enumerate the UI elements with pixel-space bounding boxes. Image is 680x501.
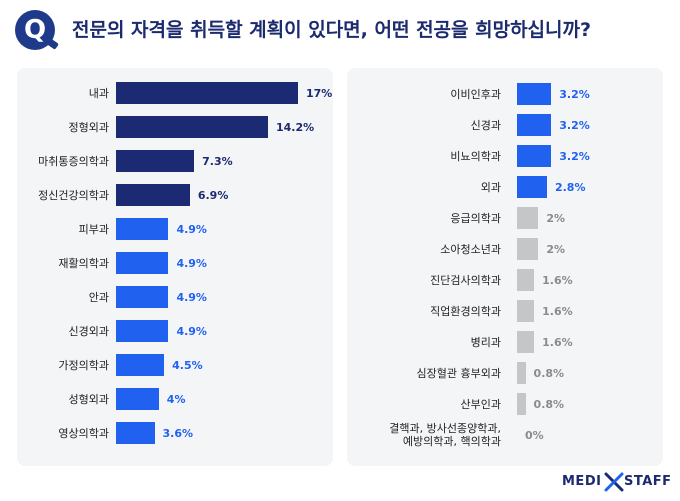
category-label: 병리과 bbox=[470, 335, 501, 349]
category-label: 비뇨의학과 bbox=[450, 149, 501, 163]
category-label: 가정의학과 bbox=[58, 358, 109, 372]
bar bbox=[517, 393, 526, 415]
value-label: 17% bbox=[305, 86, 333, 100]
bar bbox=[116, 422, 155, 444]
category-label: 직업환경의학과 bbox=[430, 304, 501, 318]
header: Q 전문의 자격을 취득할 계획이 있다면, 어떤 전공을 희망하십니까? bbox=[0, 0, 680, 60]
value-label: 7.3% bbox=[202, 154, 233, 168]
bar bbox=[517, 269, 535, 291]
medistaff-logo: MEDI STAFF bbox=[562, 472, 671, 494]
value-label: 4.5% bbox=[172, 358, 203, 372]
category-label: 심장혈관 흉부외과 bbox=[416, 366, 501, 380]
category-label: 신경외과 bbox=[68, 324, 109, 338]
category-label: 재활의학과 bbox=[58, 256, 109, 270]
bar bbox=[517, 331, 535, 353]
left-chart-panel: 내과 17% 정형외과 14.2% 마취통증의학과 7.3% 정신건강의학과 6.9% 피부과 4… bbox=[17, 68, 333, 466]
bar bbox=[116, 184, 190, 206]
category-label: 소아청소년과 bbox=[440, 242, 501, 256]
logo-text-medi: MEDI bbox=[562, 474, 602, 489]
question-title: 전문의 자격을 취득할 계획이 있다면, 어떤 전공을 희망하십니까? bbox=[72, 19, 592, 41]
bar bbox=[517, 300, 535, 322]
value-label: 0.8% bbox=[533, 397, 565, 411]
value-label: 4.9% bbox=[176, 222, 207, 236]
category-label: 산부인과 bbox=[460, 397, 501, 411]
question-badge-icon: Q bbox=[15, 10, 55, 50]
bar bbox=[116, 320, 169, 342]
logo-x-icon bbox=[604, 472, 624, 492]
value-label: 0.8% bbox=[533, 366, 565, 380]
value-label: 0% bbox=[525, 428, 544, 442]
value-label: 3.6% bbox=[162, 426, 194, 440]
value-label: 4.9% bbox=[176, 256, 207, 270]
category-label: 성형외과 bbox=[68, 392, 109, 406]
category-label: 정형외과 bbox=[68, 120, 109, 134]
category-label: 마취통증의학과 bbox=[38, 154, 109, 168]
category-label: 진단검사의학과 bbox=[430, 273, 501, 287]
category-label: 피부과 bbox=[78, 222, 109, 236]
value-label: 2% bbox=[546, 242, 566, 256]
bar bbox=[517, 207, 539, 229]
value-label: 3.2% bbox=[559, 87, 590, 101]
category-label: 영상의학과 bbox=[58, 426, 109, 440]
bar bbox=[116, 252, 169, 274]
bar bbox=[517, 114, 552, 136]
value-label: 4% bbox=[166, 392, 186, 406]
bar bbox=[517, 176, 547, 198]
logo-text-staff: STAFF bbox=[624, 474, 672, 489]
value-label: 3.2% bbox=[559, 118, 590, 132]
category-label: 응급의학과 bbox=[450, 211, 501, 225]
category-label: 정신건강의학과 bbox=[38, 188, 109, 202]
value-label: 4.9% bbox=[176, 290, 207, 304]
value-label: 2% bbox=[546, 211, 566, 225]
value-label: 1.6% bbox=[542, 273, 573, 287]
bar bbox=[116, 82, 298, 104]
bar bbox=[116, 286, 169, 308]
category-label: 결핵과, 방사선종양학과, 예방의학과, 핵의학과 bbox=[389, 422, 501, 448]
category-label: 외과 bbox=[480, 180, 501, 194]
bar bbox=[116, 116, 268, 138]
right-chart-panel: 이비인후과 3.2% 신경과 3.2% 비뇨의학과 3.2% 외과 2.8% 응급의학과 2% 소아… bbox=[347, 68, 663, 466]
bar bbox=[517, 362, 526, 384]
value-label: 2.8% bbox=[554, 180, 586, 194]
value-label: 1.6% bbox=[542, 304, 573, 318]
value-label: 3.2% bbox=[559, 149, 590, 163]
bar bbox=[116, 150, 195, 172]
value-label: 4.9% bbox=[176, 324, 207, 338]
category-label: 내과 bbox=[88, 86, 109, 100]
category-label: 신경과 bbox=[470, 118, 501, 132]
bar bbox=[116, 218, 169, 240]
category-label: 이비인후과 bbox=[450, 87, 501, 101]
bar bbox=[517, 145, 552, 167]
category-label: 안과 bbox=[88, 290, 109, 304]
bar bbox=[116, 388, 159, 410]
value-label: 14.2% bbox=[275, 120, 315, 134]
value-label: 1.6% bbox=[542, 335, 573, 349]
bar bbox=[116, 354, 165, 376]
bar bbox=[517, 83, 552, 105]
bar bbox=[517, 238, 539, 260]
value-label: 6.9% bbox=[197, 188, 229, 202]
